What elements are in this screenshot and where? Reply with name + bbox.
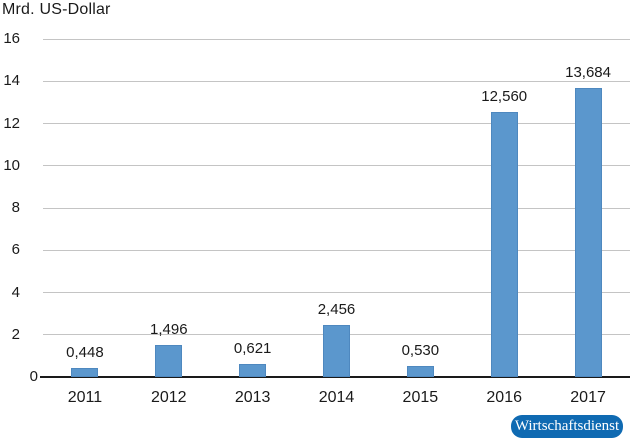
x-tick-label-2011: 2011 — [67, 389, 103, 406]
y-tick-label-6: 6 — [11, 241, 20, 259]
y-tick-label-8: 8 — [11, 199, 20, 216]
x-tick-label-2012: 2012 — [150, 389, 187, 406]
bar-value-label-2012: 1,496 — [150, 321, 188, 339]
x-tick-label-2013: 2013 — [234, 389, 271, 406]
bar-value-label-2014: 2,456 — [317, 301, 356, 319]
bar-value-label-2011: 0,448 — [66, 343, 104, 361]
bar-2013 — [239, 363, 267, 377]
bar-2014 — [323, 325, 350, 377]
bar-value-label-2017: 13,684 — [565, 63, 611, 81]
bar-2017 — [574, 87, 602, 377]
bar-2015 — [406, 365, 434, 377]
x-tick-label-2017: 2017 — [570, 389, 606, 406]
bar-2012 — [155, 345, 183, 377]
bar-2016 — [490, 111, 518, 377]
y-tick-label-12: 12 — [3, 114, 20, 132]
bar-value-label-2016: 12,560 — [481, 87, 528, 105]
gridline-14 — [43, 80, 630, 82]
gridline-8 — [43, 207, 630, 209]
y-tick-label-16: 16 — [3, 30, 20, 47]
gridline-16 — [43, 38, 630, 40]
gridline-4 — [43, 292, 630, 293]
x-tick-label-2016: 2016 — [486, 389, 522, 406]
plot-area: 0,448 2011 1,496 2012 0,621 2013 2,456 2014 0,53… — [40, 38, 630, 406]
bar-value-label-2015: 0,530 — [401, 341, 440, 359]
y-tick-label-4: 4 — [11, 283, 20, 301]
bar-value-label-2013: 0,621 — [233, 339, 272, 357]
y-tick-label-14: 14 — [3, 72, 20, 90]
bar-2011 — [71, 367, 99, 377]
y-tick-label-0: 0 — [29, 368, 38, 385]
y-tick-label-10: 10 — [3, 156, 20, 174]
source-badge: Wirtschaftsdienst — [511, 415, 623, 438]
gridline-10 — [43, 165, 630, 167]
x-axis-line — [40, 376, 630, 378]
y-tick-label-2: 2 — [11, 325, 20, 343]
x-tick-label-2014: 2014 — [318, 389, 355, 406]
x-tick-label-2015: 2015 — [402, 389, 439, 406]
gridline-12 — [43, 123, 630, 124]
gridline-6 — [43, 249, 630, 251]
chart-title: Mrd. US-Dollar — [2, 1, 111, 18]
